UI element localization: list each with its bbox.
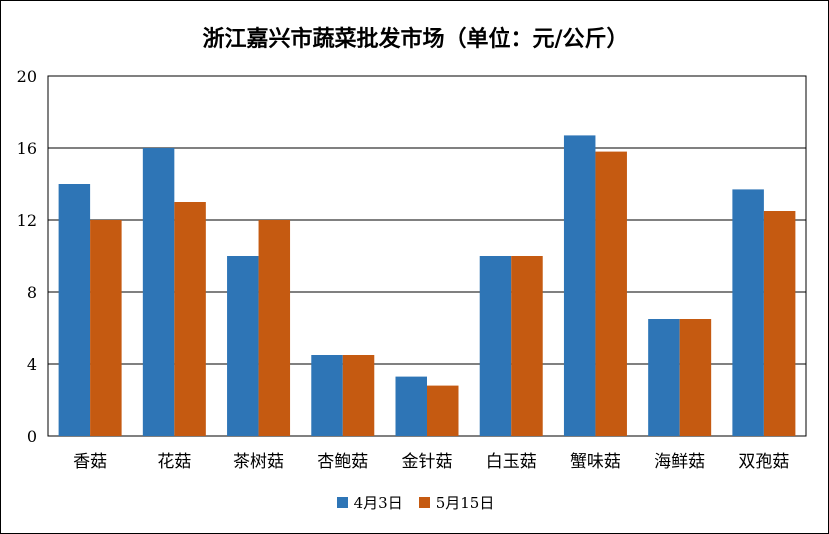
- x-tick-label: 蟹味菇: [570, 452, 621, 472]
- x-tick-label: 香菇: [73, 452, 107, 472]
- x-tick-label: 双孢菇: [738, 452, 789, 472]
- bar: [732, 189, 764, 436]
- legend-swatch-series-2: [418, 497, 430, 508]
- y-tick-label: 12: [17, 211, 37, 230]
- x-tick-label: 海鲜菇: [654, 452, 705, 472]
- bar: [595, 151, 627, 436]
- legend-swatch-series-1: [336, 497, 348, 508]
- y-tick-label: 8: [27, 283, 37, 302]
- y-tick-label: 4: [27, 355, 37, 374]
- legend-label-series-2: 5月15日: [435, 494, 495, 512]
- bar: [90, 220, 122, 436]
- x-tick-label: 白玉菇: [486, 452, 537, 472]
- x-tick-label: 金针菇: [402, 452, 453, 472]
- bar: [679, 319, 712, 436]
- bar: [258, 220, 291, 436]
- bar: [563, 135, 596, 436]
- bar: [342, 355, 375, 436]
- y-tick-label: 16: [17, 139, 37, 158]
- legend-item-series-1: 4月3日: [336, 492, 403, 513]
- chart-title: 浙江嘉兴市蔬菜批发市场（单位：元/公斤）: [202, 26, 629, 52]
- bar: [427, 385, 459, 436]
- bar: [142, 148, 175, 436]
- bar: [648, 319, 680, 436]
- bar: [763, 211, 796, 436]
- x-tick-label: 茶树菇: [233, 452, 284, 472]
- bar: [311, 355, 343, 436]
- bar: [479, 256, 512, 436]
- bar: [395, 376, 427, 436]
- bar: [174, 202, 206, 436]
- legend: 4月3日 5月15日: [1, 492, 828, 513]
- y-tick-label: 0: [27, 427, 37, 446]
- x-tick-label: 杏鲍菇: [317, 452, 368, 472]
- bar: [227, 256, 259, 436]
- bar: [58, 184, 91, 436]
- bar: [511, 256, 543, 436]
- y-tick-label: 20: [17, 67, 37, 86]
- legend-item-series-2: 5月15日: [418, 492, 495, 513]
- legend-label-series-1: 4月3日: [353, 494, 403, 512]
- x-tick-label: 花菇: [157, 452, 191, 472]
